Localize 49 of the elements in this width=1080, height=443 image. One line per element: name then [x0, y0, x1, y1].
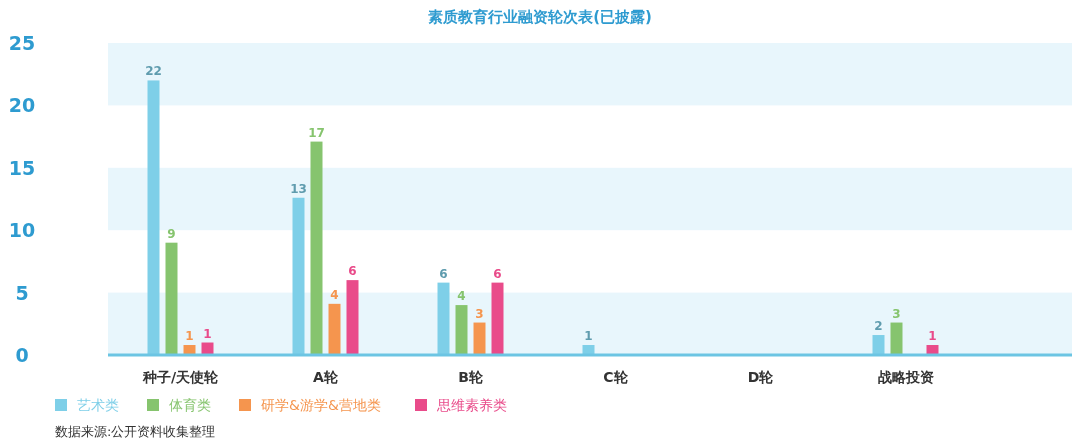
bar: [147, 80, 160, 355]
bar: [473, 322, 486, 355]
x-tick-label: 种子/天使轮: [141, 369, 220, 385]
bar: [872, 335, 885, 355]
y-tick-label: 20: [8, 94, 36, 117]
legend-label: 思维素养类: [436, 397, 507, 413]
bar: [346, 280, 359, 355]
legend-label: 艺术类: [77, 397, 119, 413]
legend-label: 研学&游学&营地类: [261, 397, 381, 413]
y-tick-label: 5: [15, 281, 29, 304]
y-tick-label: 25: [8, 32, 36, 54]
data-label: 2: [874, 319, 883, 334]
source-note: 数据来源:公开资料收集整理: [55, 424, 216, 439]
data-label: 3: [892, 306, 901, 321]
data-label: 22: [145, 64, 162, 79]
data-label: 1: [928, 329, 937, 344]
data-label: 4: [330, 287, 339, 302]
bar: [310, 141, 323, 355]
data-label: 6: [439, 266, 448, 281]
data-label: 6: [493, 266, 502, 281]
data-label: 13: [290, 181, 307, 196]
x-tick-label: 战略投资: [877, 369, 934, 385]
chart-title: 素质教育行业融资轮次表(已披露): [428, 8, 652, 26]
bar: [926, 345, 939, 355]
bar: [183, 345, 196, 355]
bar: [328, 303, 341, 355]
data-label: 17: [308, 125, 325, 140]
bar: [455, 305, 468, 355]
x-tick-label: C轮: [603, 369, 629, 385]
x-tick-label: D轮: [747, 369, 775, 385]
bar: [582, 345, 595, 355]
y-tick-label: 15: [8, 156, 36, 179]
data-label: 1: [203, 326, 212, 341]
data-label: 3: [475, 306, 484, 321]
y-tick-label: 10: [8, 219, 36, 242]
bar: [890, 322, 903, 355]
bar: [292, 197, 305, 355]
bar: [437, 282, 450, 355]
bar: [165, 242, 178, 355]
x-tick-label: A轮: [313, 369, 339, 385]
x-tick-label: B轮: [458, 369, 484, 385]
data-label: 1: [584, 329, 593, 344]
data-label: 6: [348, 264, 357, 279]
data-label: 1: [185, 329, 194, 344]
data-label: 4: [457, 289, 466, 304]
y-tick-label: 0: [15, 344, 29, 366]
bar: [491, 282, 504, 355]
data-label: 9: [167, 226, 176, 241]
legend-label: 体育类: [169, 397, 211, 413]
